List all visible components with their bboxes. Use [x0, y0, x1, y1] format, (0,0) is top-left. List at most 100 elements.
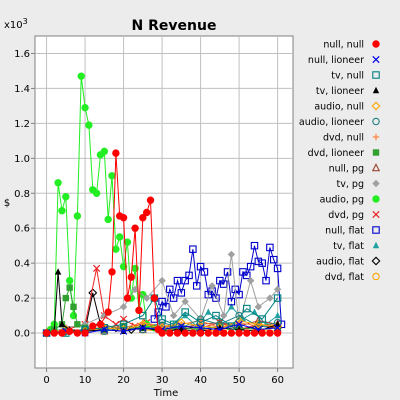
data-point	[181, 308, 189, 316]
y-tick-label: 0.6	[14, 224, 30, 235]
data-point	[219, 280, 228, 288]
legend-item: null, lioneer	[308, 55, 380, 66]
data-point	[81, 103, 89, 112]
data-point	[212, 329, 220, 337]
data-point	[181, 329, 189, 337]
data-point	[42, 329, 51, 337]
legend-item: tv, pg	[337, 179, 380, 190]
data-point	[116, 233, 124, 241]
data-point	[158, 329, 166, 337]
data-point	[243, 304, 251, 313]
legend-label: tv, null	[331, 71, 364, 82]
legend-item: null, null	[323, 40, 380, 51]
y-tick-label: 0.4	[14, 259, 30, 270]
data-point	[266, 294, 274, 302]
legend-label: audio, pg	[320, 195, 364, 206]
data-point	[131, 224, 139, 232]
data-point	[262, 276, 270, 285]
data-point	[54, 268, 62, 275]
legend-label: null, lioneer	[308, 55, 364, 66]
data-point	[177, 322, 185, 330]
legend-marker	[372, 241, 380, 249]
data-point	[100, 147, 109, 156]
legend-marker	[372, 210, 380, 219]
data-point	[266, 329, 274, 337]
data-point	[173, 276, 182, 285]
series-null-null	[42, 149, 282, 337]
legend-marker	[372, 272, 380, 281]
data-point	[239, 315, 247, 322]
data-point	[139, 214, 147, 222]
legend-item: tv, null	[331, 71, 380, 82]
data-point	[62, 193, 70, 201]
data-point	[150, 294, 159, 302]
data-point	[142, 208, 151, 217]
y-multiplier: x103	[4, 17, 28, 31]
data-point	[104, 215, 112, 224]
data-point	[223, 268, 232, 276]
data-point	[85, 121, 93, 129]
legend-marker	[372, 117, 380, 126]
data-point	[58, 207, 66, 215]
data-point	[219, 329, 228, 337]
data-point	[185, 271, 193, 280]
legend-label: dvd, flat	[325, 272, 365, 283]
data-point	[158, 297, 166, 306]
data-point	[65, 327, 74, 336]
data-point	[196, 324, 205, 332]
y-tick-label: 0.8	[14, 189, 30, 200]
legend-item: audio, lioneer	[299, 117, 380, 128]
data-point	[243, 329, 251, 337]
y-tick-label: 1.2	[14, 119, 30, 130]
legend-marker	[372, 40, 380, 48]
data-point	[273, 324, 282, 332]
y-tick-label: 0.0	[14, 329, 30, 340]
legend-item: dvd, lioneer	[308, 148, 380, 159]
data-point	[150, 315, 159, 323]
data-point	[235, 320, 243, 328]
data-point	[74, 321, 81, 328]
data-point	[112, 245, 120, 253]
legend-item: audio, pg	[320, 195, 380, 206]
data-point	[254, 257, 263, 266]
data-point	[273, 285, 282, 294]
data-point	[266, 243, 274, 252]
data-point	[192, 282, 201, 290]
data-point	[158, 315, 166, 323]
data-point	[219, 311, 228, 320]
legend-label: audio, null	[314, 102, 364, 113]
legend-marker	[372, 55, 380, 64]
data-point	[208, 282, 216, 290]
data-point	[108, 268, 116, 276]
data-point	[227, 297, 236, 306]
legend-marker	[372, 71, 380, 79]
legend-label: dvd, lioneer	[308, 148, 365, 159]
data-point	[273, 329, 282, 337]
series-line	[153, 245, 282, 325]
data-point	[73, 212, 82, 220]
data-point	[177, 289, 186, 297]
data-point	[269, 255, 278, 264]
legend: null, null null, lioneer tv, null tv, lione…	[299, 40, 381, 283]
data-point	[166, 329, 174, 337]
data-point	[228, 303, 235, 310]
data-point	[119, 262, 128, 271]
data-point	[246, 262, 255, 271]
legend-item: dvd, null	[323, 133, 380, 144]
data-point	[181, 297, 189, 306]
data-point	[123, 238, 132, 246]
legend-marker	[372, 133, 380, 141]
data-point	[65, 276, 74, 285]
legend-label: null, null	[323, 40, 364, 51]
data-point	[162, 303, 170, 311]
x-tick-label: 50	[233, 375, 246, 386]
x-tick-label: 40	[194, 375, 207, 386]
legend-marker	[372, 86, 380, 94]
data-point	[173, 329, 182, 337]
data-point	[196, 262, 205, 271]
data-point	[258, 315, 266, 323]
chart-title: N Revenue	[132, 18, 217, 34]
data-point	[189, 329, 197, 337]
data-point	[123, 294, 132, 302]
